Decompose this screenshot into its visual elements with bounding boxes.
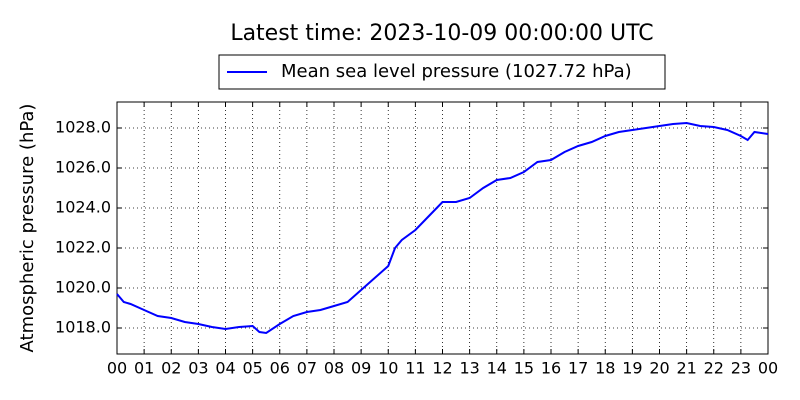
- x-tick-label: 01: [134, 359, 154, 378]
- x-tick-label: 15: [514, 359, 534, 378]
- y-tick-label: 1028.0: [55, 118, 111, 137]
- x-tick-label: 18: [595, 359, 615, 378]
- y-tick-label: 1024.0: [55, 198, 111, 217]
- y-tick-label: 1026.0: [55, 158, 111, 177]
- x-tick-label: 17: [568, 359, 588, 378]
- x-tick-label: 08: [324, 359, 344, 378]
- x-tick-label: 19: [622, 359, 642, 378]
- y-tick-label: 1022.0: [55, 238, 111, 257]
- x-tick-label: 23: [731, 359, 751, 378]
- data-line: [116, 121, 769, 335]
- x-tick-label: 02: [161, 359, 181, 378]
- x-tick-label: 05: [242, 359, 262, 378]
- x-tick-label: 07: [297, 359, 317, 378]
- x-tick-label: 11: [405, 359, 425, 378]
- x-tick-label: 09: [351, 359, 371, 378]
- x-tick-label: 00: [758, 359, 778, 378]
- x-tick-label: 10: [378, 359, 398, 378]
- x-tick-label: 03: [188, 359, 208, 378]
- x-tick-label: 20: [649, 359, 669, 378]
- legend-box: [218, 54, 666, 90]
- x-tick-label: 13: [459, 359, 479, 378]
- y-tick-label: 1018.0: [55, 318, 111, 337]
- x-tick-label: 14: [487, 359, 507, 378]
- x-tick-label: 21: [676, 359, 696, 378]
- x-tick-label: 16: [541, 359, 561, 378]
- y-tick-label: 1020.0: [55, 278, 111, 297]
- x-tick-label: 04: [215, 359, 235, 378]
- legend-label: Mean sea level pressure (1027.72 hPa): [281, 61, 632, 82]
- plot-frame: [116, 101, 769, 355]
- y-axis-label: Atmospheric pressure (hPa): [17, 104, 38, 353]
- x-tick-label: 22: [704, 359, 724, 378]
- chart-title: Latest time: 2023-10-09 00:00:00 UTC: [230, 21, 653, 46]
- x-tick-label: 12: [432, 359, 452, 378]
- x-tick-label: 06: [270, 359, 290, 378]
- x-tick-label: 00: [107, 359, 127, 378]
